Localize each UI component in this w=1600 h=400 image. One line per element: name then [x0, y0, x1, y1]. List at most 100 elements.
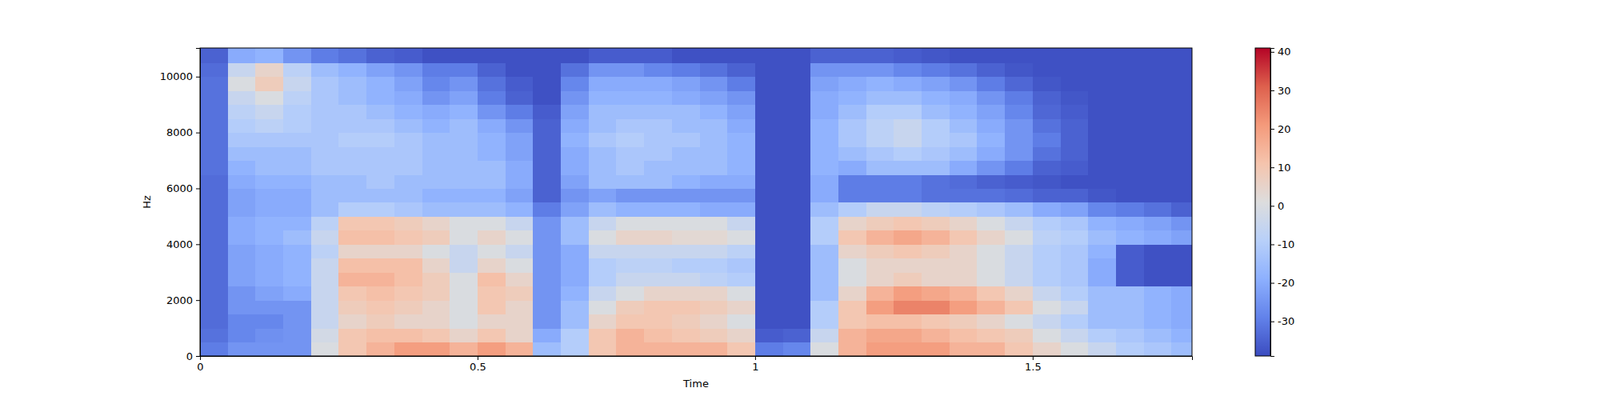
cell	[477, 216, 506, 231]
cell	[949, 174, 978, 189]
tick-label: -30	[1277, 315, 1295, 328]
cell	[394, 230, 423, 245]
cell	[366, 300, 395, 315]
cell	[755, 258, 784, 273]
cell	[283, 314, 312, 329]
cell	[700, 132, 728, 148]
cell	[672, 258, 700, 273]
cell	[1088, 160, 1116, 176]
cell	[505, 300, 534, 315]
cell	[783, 202, 812, 217]
cell	[1004, 188, 1033, 203]
cell	[616, 314, 644, 329]
cell	[283, 76, 312, 92]
cell	[838, 132, 867, 148]
cell	[560, 258, 589, 273]
colorbar-axis: -30-20-10010203040	[1270, 45, 1295, 356]
cell	[366, 244, 395, 259]
cell	[200, 62, 228, 77]
cell	[366, 104, 395, 120]
cell	[893, 132, 922, 148]
tick-label: 0	[196, 360, 204, 373]
cell	[366, 132, 395, 148]
cell	[311, 118, 340, 133]
cell	[1144, 286, 1172, 301]
cell	[505, 76, 534, 92]
cell	[1171, 272, 1192, 287]
cell	[1060, 202, 1089, 217]
cell	[1060, 132, 1089, 148]
cell	[921, 132, 950, 148]
cell	[644, 90, 672, 105]
cell	[810, 146, 839, 161]
cell	[255, 272, 284, 287]
cell	[255, 244, 284, 259]
cell	[976, 286, 1005, 301]
cell	[283, 104, 312, 120]
cell	[949, 230, 978, 245]
cell	[949, 160, 978, 176]
chart-root: 00.511.50200040006000800010000TimeHz-30-…	[0, 0, 1600, 400]
cell	[616, 188, 644, 203]
cell	[700, 314, 728, 329]
cell	[394, 258, 423, 273]
cell	[477, 328, 506, 343]
cell	[1004, 272, 1033, 287]
cell	[338, 342, 367, 356]
cell	[505, 132, 534, 148]
cell	[200, 48, 228, 64]
cell	[1144, 48, 1172, 64]
cell	[228, 76, 256, 92]
cell	[1088, 244, 1116, 259]
cell	[838, 216, 867, 231]
axis-line	[200, 356, 1193, 361]
cell	[949, 48, 978, 64]
cell	[200, 160, 228, 176]
cell	[422, 76, 451, 92]
cell	[700, 328, 728, 343]
cell	[1032, 90, 1061, 105]
cell	[949, 216, 978, 231]
cell	[588, 62, 617, 77]
cell	[560, 132, 589, 148]
cell	[1171, 230, 1192, 245]
cell	[700, 244, 728, 259]
cell	[866, 146, 895, 161]
cell	[893, 146, 922, 161]
cell	[1088, 118, 1116, 133]
cell	[866, 174, 895, 189]
cell	[866, 286, 895, 301]
cell	[921, 314, 950, 329]
plot-frame	[200, 48, 1192, 356]
cell	[422, 300, 451, 315]
cell	[283, 132, 312, 148]
cell	[394, 48, 423, 64]
cell	[949, 202, 978, 217]
cell	[1144, 230, 1172, 245]
cell	[700, 174, 728, 189]
cell	[727, 258, 756, 273]
cell	[672, 174, 700, 189]
cell	[672, 286, 700, 301]
cell	[921, 342, 950, 356]
cell	[1032, 244, 1061, 259]
cell	[1171, 62, 1192, 77]
cell	[644, 146, 672, 161]
cell	[311, 216, 340, 231]
tick: 0.5	[469, 356, 487, 373]
cell	[921, 62, 950, 77]
cell	[893, 104, 922, 120]
cell	[532, 258, 561, 273]
cell	[228, 272, 256, 287]
cell	[311, 272, 340, 287]
cell	[200, 286, 228, 301]
cell	[1032, 230, 1061, 245]
cell	[505, 48, 534, 64]
cell	[755, 230, 784, 245]
cell	[727, 328, 756, 343]
tick: 4000	[166, 238, 200, 251]
cell	[505, 244, 534, 259]
cell	[394, 342, 423, 356]
cell	[1144, 160, 1172, 176]
cell	[228, 300, 256, 315]
